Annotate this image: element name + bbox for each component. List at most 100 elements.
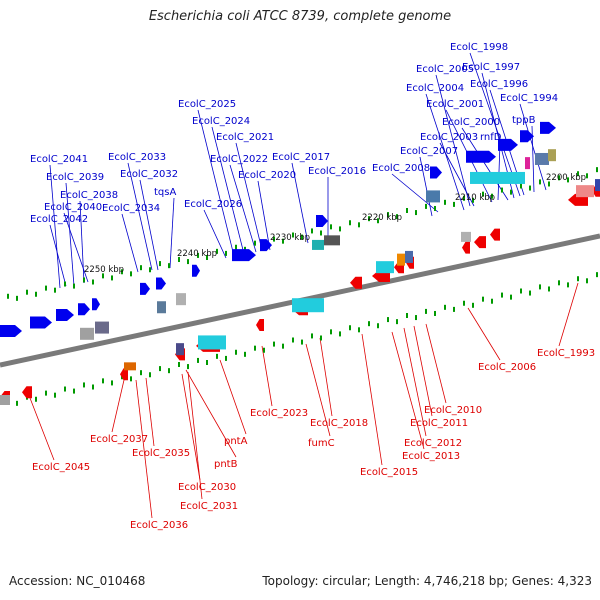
leader-line [29, 397, 55, 461]
feature-block [470, 171, 525, 184]
feature-block [80, 327, 94, 340]
ruler-labels: 2200 kbp 2210 kbp 2220 kbp 2230 kbp 2240 kbp… [84, 173, 586, 275]
gene-label-forward: tppB [512, 115, 536, 126]
gene-label-reverse: pntB [214, 459, 238, 470]
gene-label-forward: EcolC_1996 [470, 79, 528, 90]
leader-line [425, 323, 447, 404]
feature-block [292, 298, 324, 313]
feature-block [376, 261, 394, 274]
gene-label-reverse: EcolC_2011 [410, 418, 468, 429]
reverse-gene-arrow [22, 386, 32, 399]
gene-label-forward: EcolC_2022 [210, 154, 268, 165]
ruler-label: 2240 kbp [177, 249, 217, 259]
gene-label-forward: EcolC_2040 [44, 202, 102, 213]
gene-label-forward: EcolC_2021 [216, 132, 274, 143]
feature-tracks [0, 121, 600, 405]
leader-line [403, 327, 427, 437]
gene-label-forward: EcolC_2026 [184, 199, 242, 210]
ruler-label: 2210 kbp [455, 193, 495, 203]
feature-block [535, 152, 549, 165]
feature-block [176, 343, 184, 356]
gene-label-forward: EcolC_2017 [272, 152, 330, 163]
reverse-gene-arrow [256, 318, 264, 331]
gene-label-forward: EcolC_2005 [416, 64, 474, 75]
gene-label-reverse: EcolC_2037 [90, 434, 148, 445]
leader-line [219, 359, 247, 435]
forward-gene-arrow [56, 308, 74, 321]
genome-title: Escherichia coli ATCC 8739, complete gen… [148, 9, 452, 24]
gene-label-forward: EcolC_1998 [450, 42, 508, 53]
feature-block [595, 179, 600, 192]
leader-line [121, 213, 139, 273]
reverse-gene-arrow [462, 241, 470, 254]
feature-block [525, 157, 530, 170]
gene-label-reverse: EcolC_2031 [180, 501, 238, 512]
leader-line [319, 337, 333, 417]
leader-line [139, 179, 159, 271]
forward-gene-arrow [260, 239, 272, 252]
gene-label-forward: EcolC_2024 [192, 116, 250, 127]
feature-block [176, 293, 186, 306]
reverse-gene-arrow [490, 228, 500, 241]
gene-label-reverse: EcolC_2010 [424, 405, 482, 416]
gene-label-forward: EcolC_2032 [120, 169, 178, 180]
gene-label-forward: EcolC_2020 [238, 170, 296, 181]
gene-label-reverse: pntA [224, 436, 248, 447]
leader-line [127, 162, 153, 271]
forward-gene-arrow [466, 150, 496, 163]
forward-gene-arrow [92, 298, 100, 311]
reverse-gene-arrow [120, 368, 128, 381]
forward-gene-arrow [192, 264, 200, 277]
gene-label-reverse: EcolC_2030 [178, 482, 236, 493]
gene-label-forward: EcolC_2016 [308, 166, 366, 177]
gene-label-forward: tqsA [154, 187, 176, 198]
leader-line [435, 74, 471, 207]
leader-line [261, 345, 273, 407]
leader-line [169, 197, 175, 269]
gene-label-forward: EcolC_2003 [420, 132, 478, 143]
leader-line [461, 127, 509, 201]
leader-line [197, 109, 235, 257]
leader-line [257, 180, 271, 251]
ruler-label: 2200 kbp [546, 173, 586, 183]
forward-gene-arrow [156, 277, 166, 290]
gene-label-forward: EcolC_2008 [372, 163, 430, 174]
gene-label-forward: EcolC_2034 [102, 203, 160, 214]
leader-line [187, 371, 203, 500]
forward-gene-arrow [540, 121, 556, 134]
forward-gene-arrow [30, 316, 52, 329]
forward-gene-arrow [316, 215, 328, 228]
leader-line [361, 333, 383, 466]
gene-label-reverse: EcolC_2018 [310, 418, 368, 429]
forward-gene-arrow [520, 130, 534, 143]
leader-line [181, 373, 201, 481]
leader-line [305, 343, 331, 437]
feature-block [324, 235, 340, 246]
feature-block [95, 321, 109, 334]
leader-line [145, 377, 155, 447]
gene-label-reverse: EcolC_2035 [132, 448, 190, 459]
leader-line [211, 126, 245, 255]
feature-block [397, 253, 405, 266]
leader-line [185, 369, 237, 458]
feature-block [157, 301, 166, 314]
gene-label-forward: EcolC_2041 [30, 154, 88, 165]
leader-line [111, 379, 125, 433]
forward-gene-arrow [430, 166, 442, 179]
leader-line [229, 164, 257, 253]
ruler-label: 2250 kbp [84, 265, 124, 275]
reverse-gene-arrow [474, 236, 486, 249]
leader-line [391, 331, 425, 450]
leader-line [49, 224, 67, 287]
leader-line [413, 325, 433, 417]
gene-label-forward: rnfD [480, 132, 502, 143]
leader-line [49, 164, 61, 289]
leader-line [135, 379, 153, 519]
feature-block [576, 185, 594, 198]
gene-label-reverse: EcolC_2006 [478, 362, 536, 373]
feature-block [124, 362, 136, 371]
gene-label-forward: EcolC_2039 [46, 172, 104, 183]
gene-label-reverse: EcolC_2013 [402, 451, 460, 462]
gene-label-forward: EcolC_1994 [500, 93, 558, 104]
